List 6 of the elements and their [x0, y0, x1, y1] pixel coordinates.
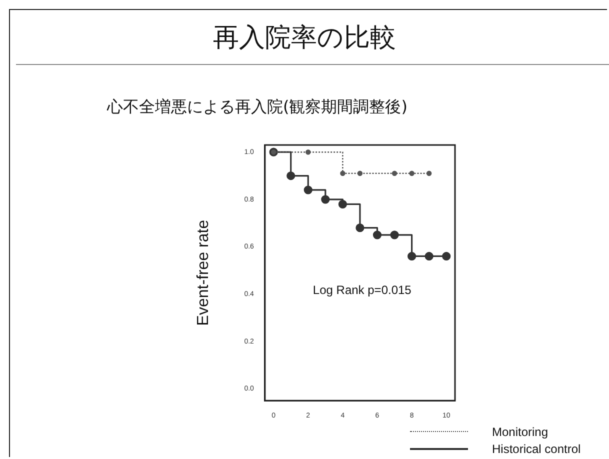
- legend-label: Historical control: [492, 442, 581, 456]
- y-axis-title: Event-free rate: [195, 220, 212, 326]
- legend-label: Monitoring: [492, 424, 548, 438]
- annotation: Log Rank p=0.015: [312, 283, 412, 298]
- chart-title: 再入院率の比較: [212, 22, 397, 55]
- chart-subtitle: 心不全増悪による再入院(観察期間調整後): [107, 97, 408, 118]
